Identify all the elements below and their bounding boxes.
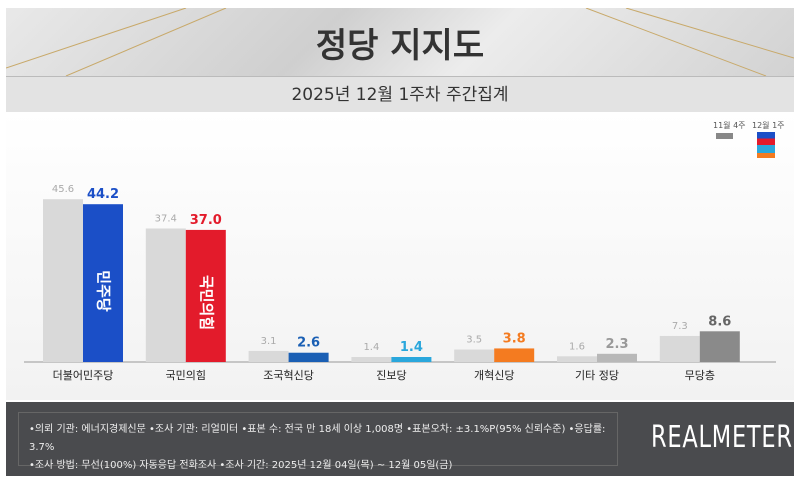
legend-prev-label: 11월 4주: [713, 121, 746, 130]
header-banner: 정당 지지도: [6, 8, 794, 76]
value-label-prev: 1.4: [363, 342, 379, 353]
bar-prev: [659, 335, 700, 362]
bar-current: [597, 353, 637, 362]
bar-current: [185, 229, 226, 362]
category-label: 무당층: [685, 369, 715, 382]
legend-curr-swatch: [757, 132, 775, 158]
realmeter-logo: REALMETER: [651, 420, 793, 455]
survey-info-line1: •의뢰 기관: 에너지경제신문 •조사 기관: 리얼미터 •표본 수: 전국 만…: [29, 424, 606, 453]
party-logo-text: 민주당: [95, 270, 113, 312]
bar-current: [288, 352, 329, 362]
bar-prev: [43, 199, 83, 362]
bar-prev: [351, 357, 392, 362]
category-label: 개혁신당: [474, 369, 514, 382]
value-label-prev: 37.4: [155, 213, 177, 224]
value-label-current: 2.3: [605, 337, 628, 352]
chart-area: 45.6 44.2 더불어민주당 민주당 37.4 37.0 국민의힘 국민의힘 3.1 2.6 조…: [6, 112, 794, 400]
bar-current: [699, 331, 740, 362]
category-label: 진보당: [376, 369, 406, 382]
value-label-current: 3.8: [503, 331, 526, 346]
bar-prev: [557, 356, 597, 362]
value-label-prev: 45.6: [52, 184, 74, 195]
bar-current: [391, 357, 432, 362]
legend-prev-swatch: [716, 133, 733, 139]
footer: •의뢰 기관: 에너지경제신문 •조사 기관: 리얼미터 •표본 수: 전국 만…: [6, 402, 794, 476]
value-label-prev: 3.1: [261, 336, 277, 347]
party-logo-text: 국민의힘: [197, 275, 215, 330]
value-label-prev: 1.6: [569, 341, 585, 352]
bar-prev: [454, 349, 495, 362]
bar-prev: [248, 350, 289, 362]
subtitle: 2025년 12월 1주차 주간집계: [6, 76, 794, 112]
page-title: 정당 지지도: [315, 26, 485, 66]
category-label: 더불어민주당: [53, 369, 114, 382]
value-label-current: 44.2: [87, 187, 119, 202]
category-label: 조국혁신당: [263, 369, 314, 382]
legend-curr-label: 12월 1주: [752, 121, 785, 130]
bar-current: [494, 348, 535, 362]
bar-current: [83, 204, 123, 362]
value-label-current: 37.0: [190, 213, 222, 228]
value-label-prev: 3.5: [466, 335, 482, 346]
value-label-current: 8.6: [708, 314, 731, 329]
survey-info: •의뢰 기관: 에너지경제신문 •조사 기관: 리얼미터 •표본 수: 전국 만…: [18, 412, 618, 471]
value-label-prev: 7.3: [672, 321, 688, 332]
value-label-current: 2.6: [297, 336, 320, 351]
survey-info-line2: •조사 방법: 무선(100%) 자동응답 전화조사 •조사 기간: 2025년…: [29, 460, 453, 471]
bar-prev: [145, 228, 186, 362]
category-label: 국민의힘: [166, 369, 206, 382]
value-label-current: 1.4: [400, 340, 423, 355]
decorative-lines: [6, 8, 794, 76]
category-label: 기타 정당: [575, 369, 619, 382]
